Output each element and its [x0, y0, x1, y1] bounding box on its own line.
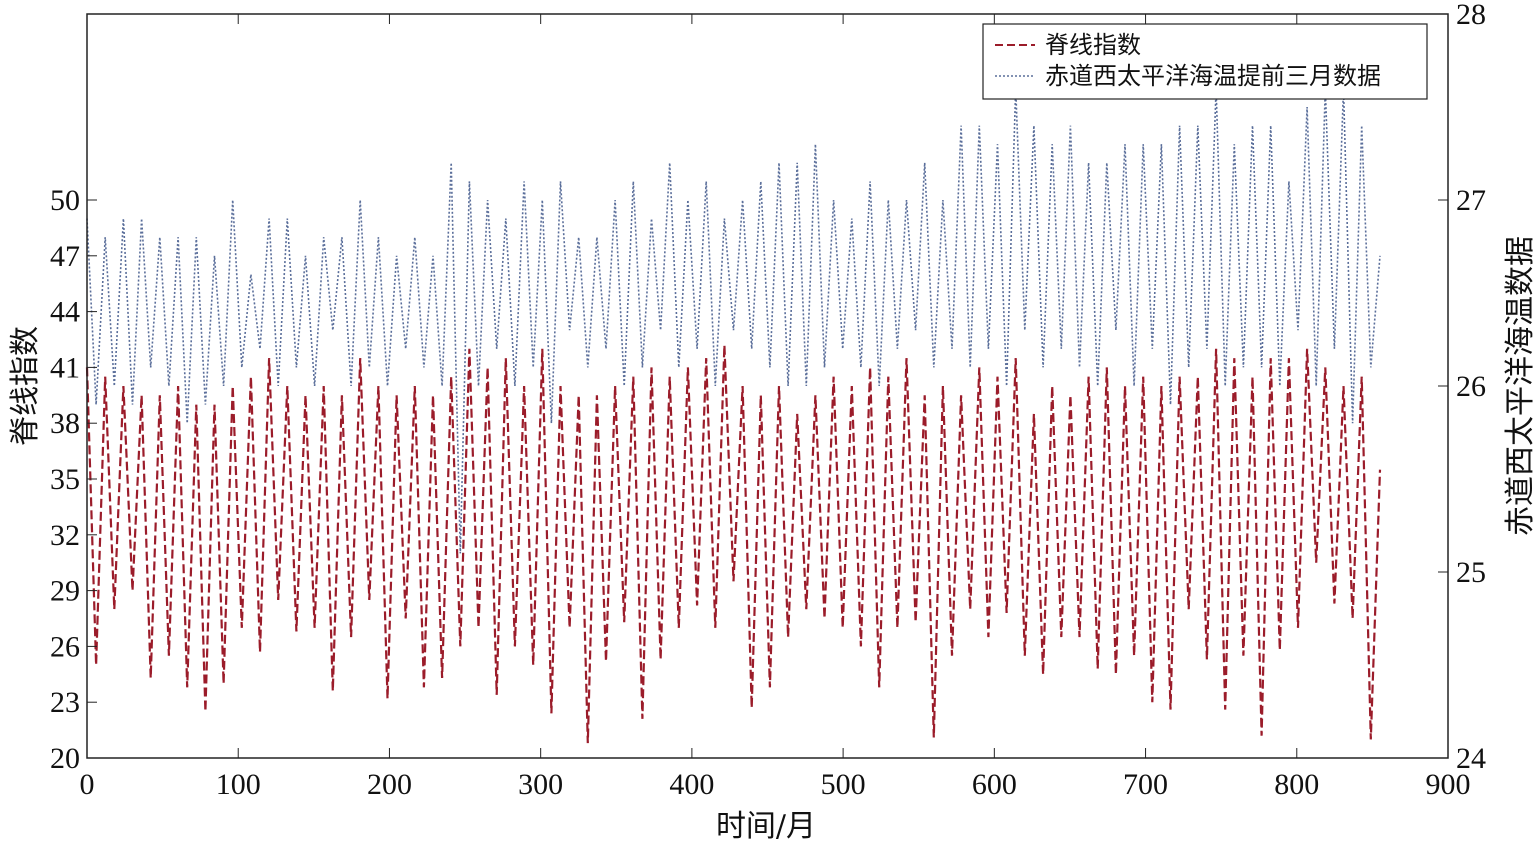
- right-y-tick-label: 27: [1456, 184, 1486, 217]
- sst-line: [86, 88, 1381, 554]
- right-y-tick-label: 25: [1456, 556, 1486, 589]
- left-y-tick-label: 26: [50, 630, 80, 663]
- series-layer: [85, 88, 1382, 744]
- legend-box: [982, 23, 1428, 100]
- left-y-tick-label: 35: [50, 463, 80, 496]
- x-tick-label: 0: [80, 768, 95, 801]
- left-y-tick-label: 23: [50, 686, 80, 719]
- left-y-tick-label: 41: [50, 351, 80, 384]
- left-y-tick-label: 44: [50, 296, 80, 329]
- right-y-tick-label: 28: [1456, 0, 1486, 31]
- left-y-tick-label: 32: [50, 519, 80, 552]
- left-y-axis-label: 脊线指数: [8, 326, 43, 446]
- x-tick-label: 200: [367, 768, 412, 801]
- legend-label-sst: 赤道西太平洋海温提前三月数据: [1045, 62, 1381, 90]
- x-tick-label: 600: [972, 768, 1017, 801]
- left-y-tick-label: 47: [50, 240, 80, 273]
- x-tick-label: 700: [1123, 768, 1168, 801]
- ticks: 0 100 200 300 400 500 600 700 800 900 20 23 26 29 32 35…: [50, 0, 1486, 801]
- left-y-tick-label: 29: [50, 575, 80, 608]
- x-axis-label: 时间/月: [716, 809, 816, 843]
- right-y-tick-label: 24: [1456, 742, 1486, 775]
- x-tick-label: 400: [669, 768, 714, 801]
- left-y-tick-label: 38: [50, 407, 80, 440]
- right-y-axis-label: 赤道西太平洋海温数据: [1503, 236, 1536, 536]
- left-y-tick-label: 20: [50, 742, 80, 775]
- right-y-tick-label: 26: [1456, 370, 1486, 403]
- legend-label-ridge: 脊线指数: [1045, 31, 1141, 59]
- left-y-tick-label: 50: [50, 184, 80, 217]
- x-tick-label: 500: [821, 768, 866, 801]
- x-tick-label: 800: [1274, 768, 1319, 801]
- x-tick-label: 100: [216, 768, 261, 801]
- x-tick-label: 900: [1426, 768, 1471, 801]
- legend: 脊线指数 赤道西太平洋海温提前三月数据: [982, 23, 1428, 100]
- x-tick-label: 300: [518, 768, 563, 801]
- ridge-index-line: [85, 345, 1382, 744]
